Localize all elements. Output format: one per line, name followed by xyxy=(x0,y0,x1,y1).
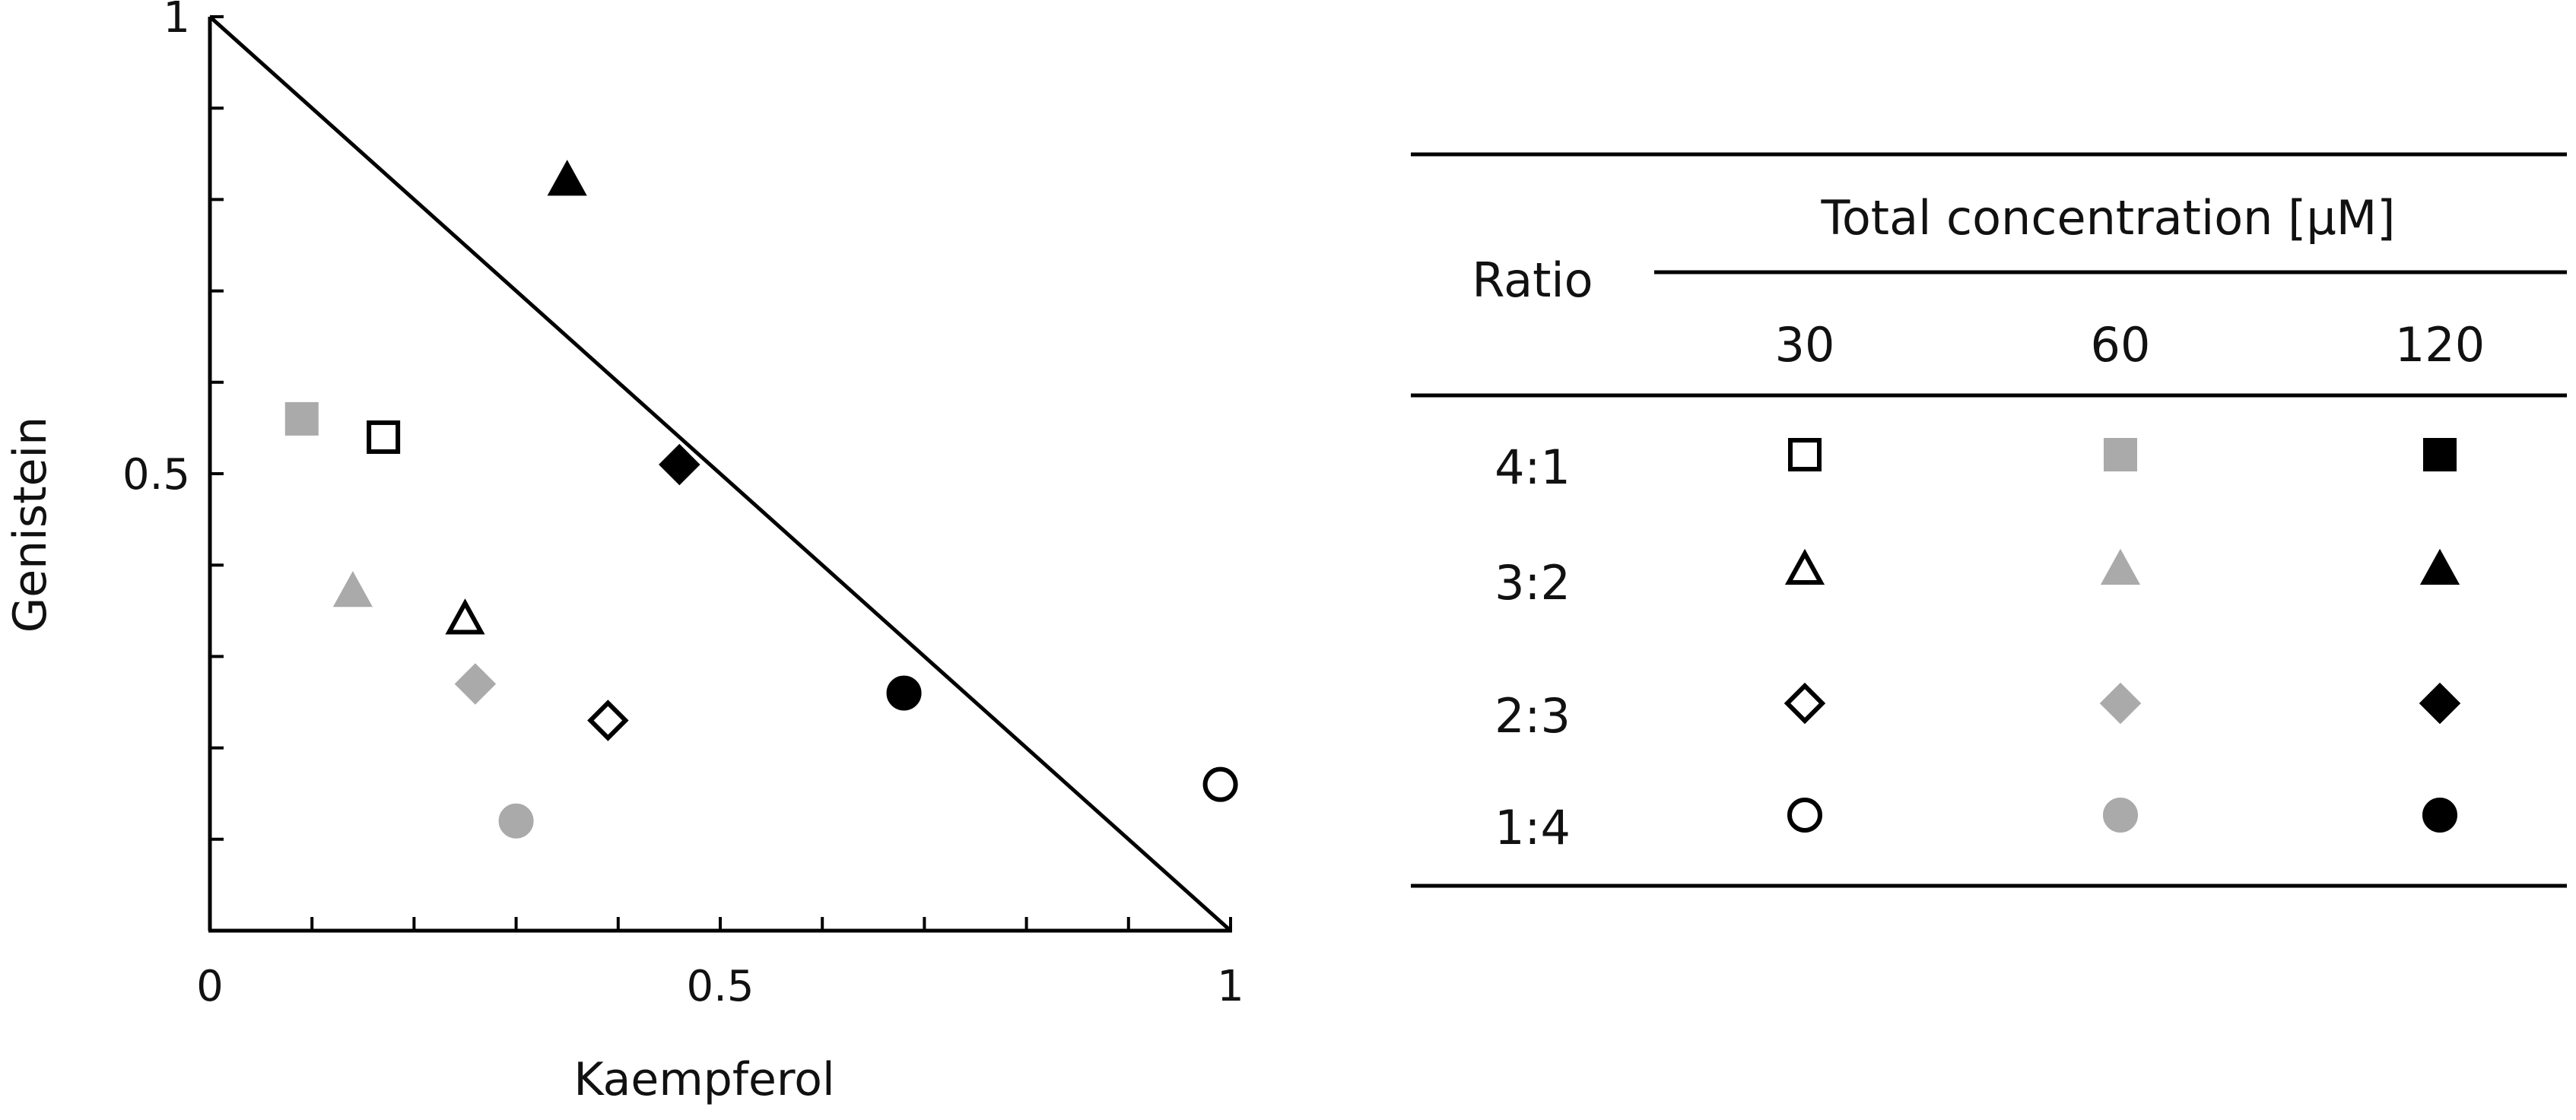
table-row-label: 3:2 xyxy=(1494,555,1571,611)
data-point-diamond xyxy=(587,700,629,741)
x-tick-label: 1 xyxy=(1217,962,1244,1011)
x-axis-title: Kaempferol xyxy=(573,1053,834,1106)
legend-marker-circle xyxy=(2103,798,2138,833)
legend-marker-triangle xyxy=(1784,548,1825,585)
table-column-header: 30 xyxy=(1775,317,1835,373)
x-tick-label: 0 xyxy=(196,962,224,1011)
legend-marker-circle xyxy=(1787,798,1822,833)
legend-marker-square xyxy=(2423,438,2457,471)
legend-marker-triangle xyxy=(2419,548,2460,585)
table-row-labels: 4:1 3:2 2:3 1:4 xyxy=(1494,439,1571,855)
data-point-diamond xyxy=(659,443,700,486)
table-markers xyxy=(1784,438,2461,833)
data-point-triangle xyxy=(547,160,587,196)
table-row-label: 4:1 xyxy=(1494,439,1571,495)
x-tick-label: 0.5 xyxy=(686,962,754,1011)
legend-table: Total concentration [µM] Ratio 30 60 120 4… xyxy=(1411,152,2567,888)
table-row-label: 2:3 xyxy=(1494,688,1571,744)
table-group-header: Total concentration [µM] xyxy=(1821,190,2396,246)
x-tick-labels: 0 0.5 1 xyxy=(196,962,1244,1011)
data-point-square xyxy=(284,401,319,436)
data-point-circle xyxy=(498,803,534,839)
legend-marker-triangle xyxy=(2100,548,2141,585)
legend-marker-circle xyxy=(2422,798,2457,833)
x-minor-ticks xyxy=(310,917,1232,931)
data-points xyxy=(284,160,1238,839)
legend-marker-diamond xyxy=(1784,682,1826,725)
data-point-square xyxy=(367,420,401,454)
data-point-circle xyxy=(1202,766,1238,802)
table-row-label: 1:4 xyxy=(1494,800,1571,855)
data-point-triangle xyxy=(445,598,485,635)
legend-marker-diamond xyxy=(2099,682,2142,725)
legend-marker-square xyxy=(2104,438,2137,471)
y-axis-title: Genistein xyxy=(4,417,57,633)
y-tick-labels: 0.51 xyxy=(122,0,190,500)
additivity-reference-line xyxy=(208,15,1232,932)
y-tick-label: 0.5 xyxy=(122,450,190,500)
data-point-circle xyxy=(886,675,922,711)
table-column-header: 120 xyxy=(2395,317,2485,373)
table-column-headers: 30 60 120 xyxy=(1775,317,2485,373)
y-tick-label: 1 xyxy=(163,0,190,43)
legend-marker-diamond xyxy=(2419,682,2461,725)
legend-marker-square xyxy=(1788,438,1822,471)
table-column-header: 60 xyxy=(2091,317,2151,373)
isobologram-plot: 0 0.5 1 0.51 Kaempferol Genistein xyxy=(4,0,1244,1106)
y-minor-ticks xyxy=(210,15,224,841)
data-point-triangle xyxy=(332,571,373,608)
table-row-header: Ratio xyxy=(1472,252,1593,308)
data-point-diamond xyxy=(454,663,497,705)
